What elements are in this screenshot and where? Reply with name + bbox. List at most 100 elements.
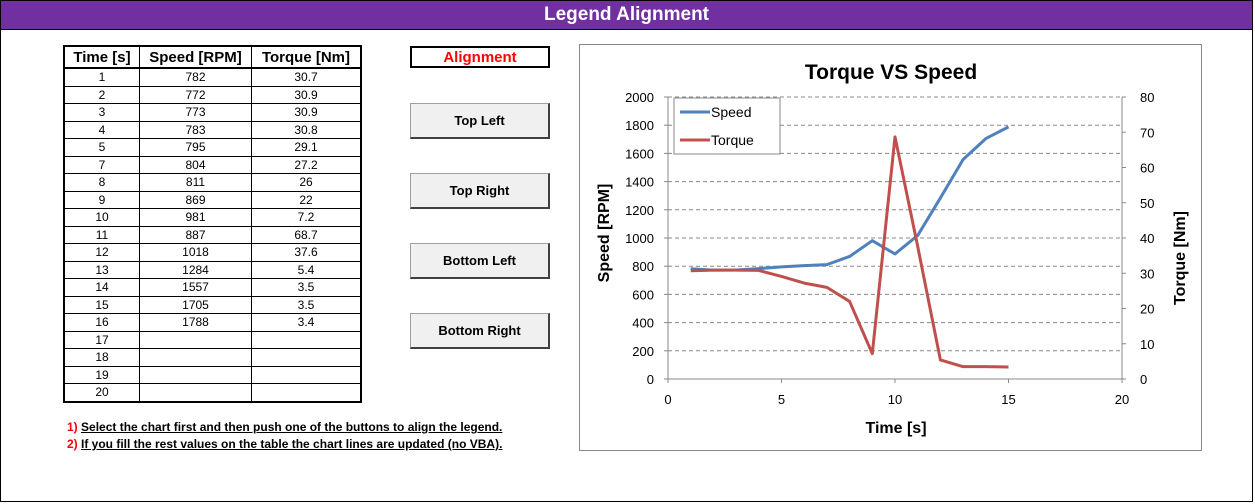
- cell-time[interactable]: 19: [63, 366, 140, 384]
- table-row: 2 772 30.9: [63, 86, 362, 104]
- y2-tick-label: 10: [1140, 337, 1154, 352]
- cell-speed[interactable]: 1284: [139, 261, 252, 279]
- cell-time[interactable]: 10: [63, 208, 140, 227]
- top-right-button[interactable]: Top Right: [410, 173, 550, 209]
- instruction-text: Select the chart first and then push one…: [81, 420, 503, 434]
- series-lines[interactable]: [690, 125, 1010, 369]
- cell-speed[interactable]: 981: [139, 208, 252, 227]
- column-header-torque[interactable]: Torque [Nm]: [251, 45, 362, 69]
- x-tick-label: 0: [664, 392, 671, 407]
- cell-torque[interactable]: 37.6: [251, 243, 362, 262]
- y2-tick-label: 0: [1140, 372, 1147, 387]
- cell-speed[interactable]: [139, 331, 252, 349]
- cell-torque[interactable]: [251, 366, 362, 384]
- cell-torque[interactable]: 3.4: [251, 313, 362, 332]
- instruction-number: 2): [67, 437, 78, 451]
- cell-torque[interactable]: [251, 383, 362, 402]
- cell-time[interactable]: 15: [63, 296, 140, 314]
- cell-torque[interactable]: [251, 348, 362, 367]
- y-tick-label: 2000: [625, 90, 654, 105]
- cell-time[interactable]: 20: [63, 383, 140, 402]
- cell-time[interactable]: 13: [63, 261, 140, 279]
- cell-torque[interactable]: 30.8: [251, 121, 362, 139]
- cell-speed[interactable]: 887: [139, 226, 252, 244]
- cell-speed[interactable]: 782: [139, 68, 252, 87]
- chart-legend[interactable]: Speed Torque: [673, 97, 781, 155]
- table-row: 11 887 68.7: [63, 226, 362, 244]
- instruction-line: 2) If you fill the rest values on the ta…: [67, 436, 502, 453]
- chart-area[interactable]: Torque VS Speed 0 200 400 600 800 1000 1200 140…: [579, 44, 1202, 451]
- x-tick-label: 10: [888, 392, 902, 407]
- table-row: 18: [63, 348, 362, 367]
- cell-time[interactable]: 4: [63, 121, 140, 139]
- cell-speed[interactable]: 772: [139, 86, 252, 104]
- cell-torque[interactable]: 30.7: [251, 68, 362, 87]
- y-tick-label: 1600: [625, 146, 654, 161]
- line-chart[interactable]: Torque VS Speed 020040060080010001200140…: [580, 45, 1201, 450]
- cell-torque[interactable]: 22: [251, 191, 362, 209]
- column-header-speed[interactable]: Speed [RPM]: [139, 45, 252, 69]
- cell-speed[interactable]: 1788: [139, 313, 252, 332]
- y2-tick-label: 20: [1140, 302, 1154, 317]
- cell-speed[interactable]: 795: [139, 138, 252, 157]
- legend-entry: Torque: [711, 132, 754, 148]
- series-line-torque[interactable]: [690, 135, 1009, 369]
- cell-torque[interactable]: 3.5: [251, 278, 362, 297]
- cell-torque[interactable]: 68.7: [251, 226, 362, 244]
- table-row: 20: [63, 383, 362, 402]
- cell-speed[interactable]: 1705: [139, 296, 252, 314]
- y-tick-label: 0: [647, 372, 654, 387]
- cell-time[interactable]: 14: [63, 278, 140, 297]
- x-tick-label: 15: [1001, 392, 1015, 407]
- cell-torque[interactable]: 30.9: [251, 103, 362, 122]
- cell-torque[interactable]: 27.2: [251, 156, 362, 174]
- cell-speed[interactable]: [139, 366, 252, 384]
- cell-torque[interactable]: 7.2: [251, 208, 362, 227]
- cell-speed[interactable]: 1018: [139, 243, 252, 262]
- cell-time[interactable]: 17: [63, 331, 140, 349]
- x-axis-label: Time [s]: [865, 420, 926, 437]
- y2-tick-label: 80: [1140, 90, 1154, 105]
- cell-time[interactable]: 5: [63, 138, 140, 157]
- cell-torque[interactable]: 30.9: [251, 86, 362, 104]
- cell-time[interactable]: 2: [63, 86, 140, 104]
- cell-time[interactable]: 18: [63, 348, 140, 367]
- cell-torque[interactable]: [251, 331, 362, 349]
- cell-time[interactable]: 1: [63, 68, 140, 87]
- instruction-line: 1) Select the chart first and then push …: [67, 419, 502, 436]
- cell-speed[interactable]: 1557: [139, 278, 252, 297]
- cell-torque[interactable]: 26: [251, 173, 362, 192]
- table-row: 14 1557 3.5: [63, 278, 362, 297]
- cell-torque[interactable]: 5.4: [251, 261, 362, 279]
- y2-tick-label: 60: [1140, 161, 1154, 176]
- cell-speed[interactable]: 811: [139, 173, 252, 192]
- cell-time[interactable]: 7: [63, 156, 140, 174]
- y2-tick-label: 40: [1140, 231, 1154, 246]
- cell-time[interactable]: 3: [63, 103, 140, 122]
- cell-torque[interactable]: 3.5: [251, 296, 362, 314]
- cell-speed[interactable]: 869: [139, 191, 252, 209]
- cell-speed[interactable]: [139, 348, 252, 367]
- y-axis-label: Speed [RPM]: [596, 184, 613, 283]
- y-tick-label: 600: [632, 287, 654, 302]
- table-row: 17: [63, 331, 362, 349]
- table-row: 10 981 7.2: [63, 208, 362, 227]
- top-left-button[interactable]: Top Left: [410, 103, 550, 139]
- cell-time[interactable]: 8: [63, 173, 140, 192]
- cell-time[interactable]: 11: [63, 226, 140, 244]
- column-header-time[interactable]: Time [s]: [63, 45, 140, 69]
- cell-time[interactable]: 16: [63, 313, 140, 332]
- table-row: 19: [63, 366, 362, 384]
- cell-speed[interactable]: [139, 383, 252, 402]
- bottom-left-button[interactable]: Bottom Left: [410, 243, 550, 279]
- cell-time[interactable]: 12: [63, 243, 140, 262]
- cell-speed[interactable]: 783: [139, 121, 252, 139]
- cell-torque[interactable]: 29.1: [251, 138, 362, 157]
- cell-speed[interactable]: 773: [139, 103, 252, 122]
- cell-speed[interactable]: 804: [139, 156, 252, 174]
- table-row: 7 804 27.2: [63, 156, 362, 174]
- bottom-right-button[interactable]: Bottom Right: [410, 313, 550, 349]
- cell-time[interactable]: 9: [63, 191, 140, 209]
- y2-tick-label: 30: [1140, 266, 1154, 281]
- data-table: Time [s] Speed [RPM] Torque [Nm] 1 782 30.…: [63, 45, 362, 403]
